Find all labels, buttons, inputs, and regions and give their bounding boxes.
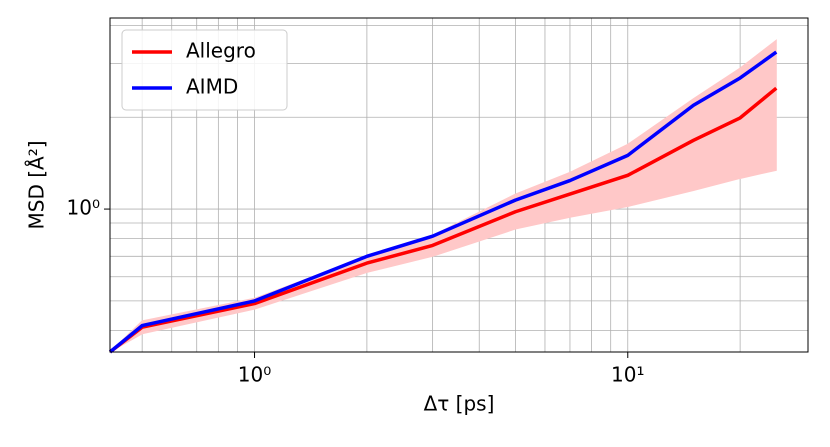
x-tick-label: 10⁰ — [238, 363, 271, 387]
x-axis-label: Δτ [ps] — [424, 392, 495, 416]
y-tick-label: 10⁰ — [67, 196, 100, 220]
legend-label: AIMD — [186, 75, 238, 99]
line — [108, 86, 778, 354]
legend-label: Allegro — [186, 39, 256, 63]
x-tick-label: 10¹ — [611, 363, 644, 387]
line — [108, 50, 778, 354]
legend-box — [121, 29, 288, 111]
y-axis-label: MSD [Å²] — [25, 140, 49, 229]
plot-frame — [109, 17, 809, 353]
